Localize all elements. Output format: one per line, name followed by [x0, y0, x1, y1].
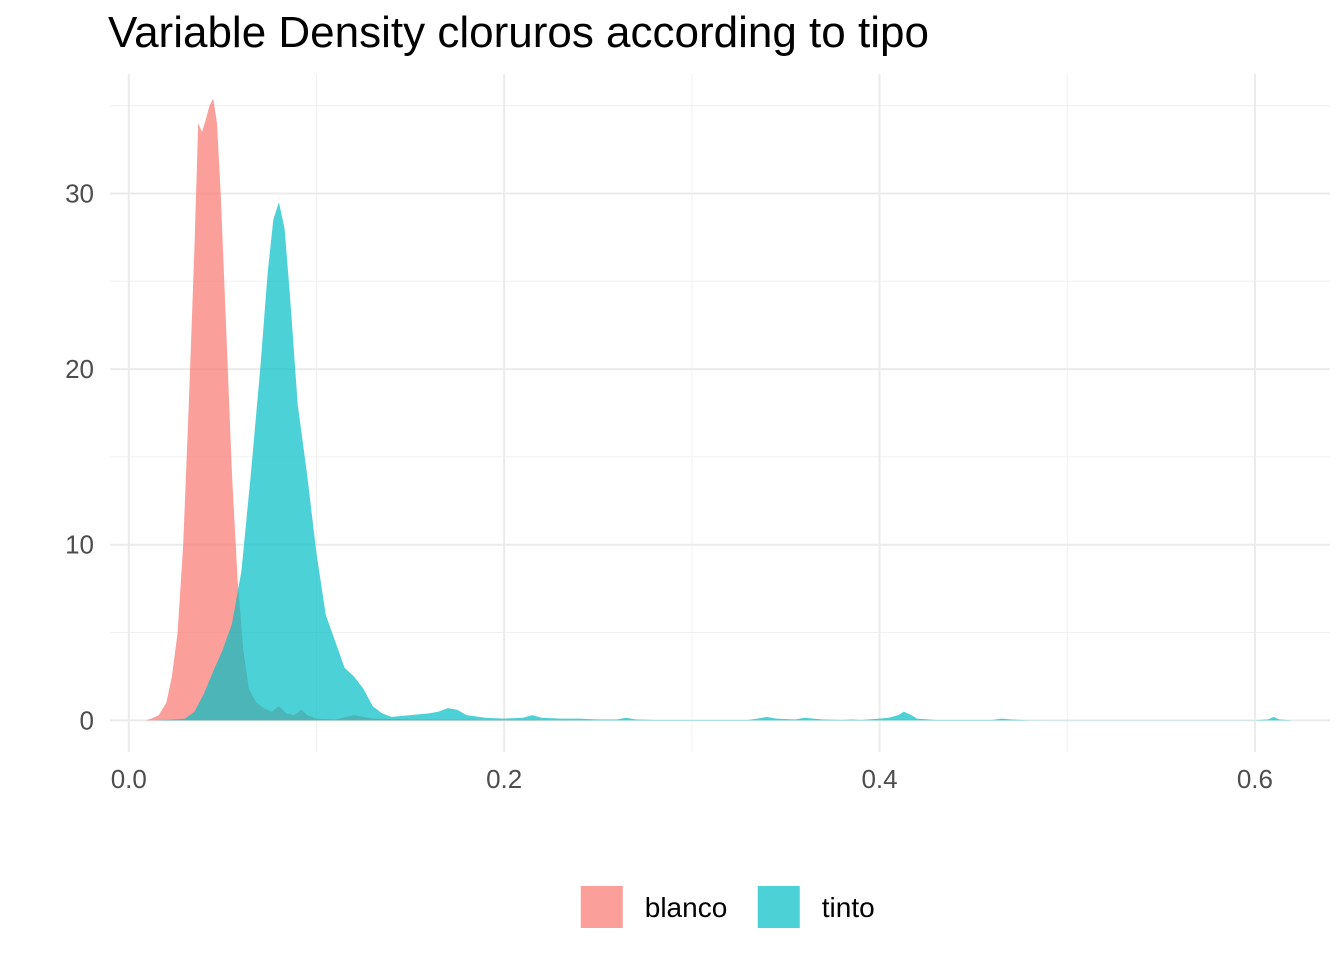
legend-label-blanco: blanco: [645, 892, 728, 923]
x-tick-label: 0.6: [1237, 764, 1273, 794]
y-tick-label: 30: [65, 178, 94, 208]
y-tick-label: 0: [80, 705, 94, 735]
y-axis-tick-labels: 0 10 20 30: [65, 178, 94, 735]
legend-label-tinto: tinto: [822, 892, 875, 923]
x-tick-label: 0.2: [486, 764, 522, 794]
legend-swatch-blanco: [580, 886, 623, 928]
density-areas: [145, 98, 1293, 721]
x-tick-label: 0.0: [111, 764, 147, 794]
y-tick-label: 10: [65, 530, 94, 560]
density-area-tinto: [151, 202, 1293, 721]
density-area-blanco: [145, 98, 598, 721]
legend: blanco tinto: [580, 886, 875, 928]
x-axis-tick-labels: 0.0 0.2 0.4 0.6: [111, 764, 1273, 794]
y-tick-label: 20: [65, 354, 94, 384]
x-tick-label: 0.4: [861, 764, 897, 794]
chart-title: Variable Density cloruros according to t…: [108, 8, 929, 57]
legend-swatch-tinto: [757, 886, 800, 928]
